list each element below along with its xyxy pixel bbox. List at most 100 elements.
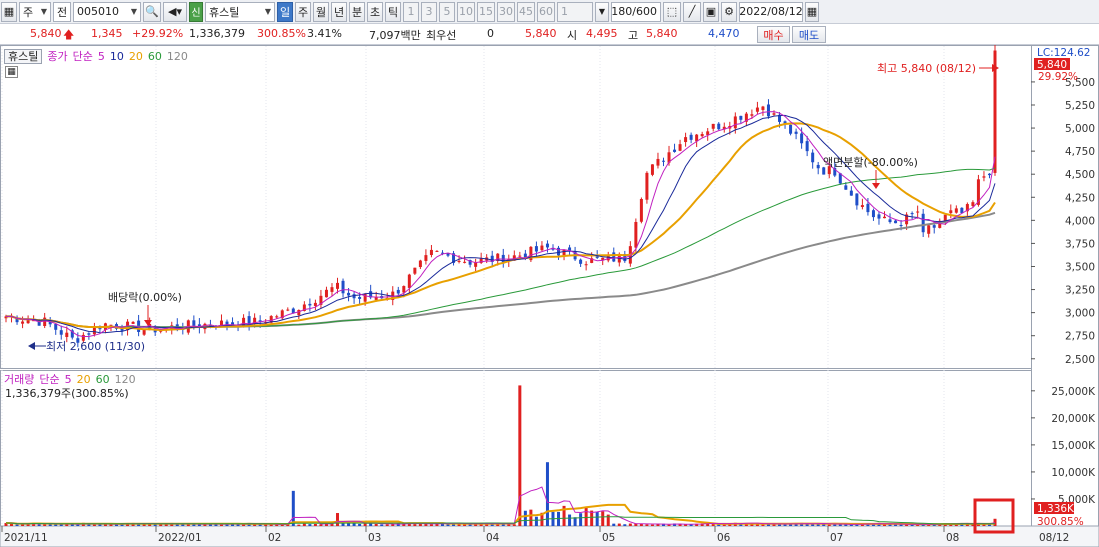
- open-price: 4,495: [586, 27, 618, 40]
- period-month[interactable]: 월: [313, 1, 329, 22]
- highlight-box: [973, 498, 1015, 534]
- candle-body: [905, 214, 909, 225]
- price-panel-title[interactable]: 휴스틸: [4, 48, 43, 64]
- price-legend: 휴스틸 종가 단순 5 10 20 60 120: [4, 48, 188, 64]
- volume-bar: [424, 524, 428, 526]
- time-tick-label: 08/12: [1039, 532, 1069, 544]
- candle-body: [76, 338, 80, 343]
- interval-10[interactable]: 10: [457, 1, 475, 22]
- period-year[interactable]: 년: [331, 1, 347, 22]
- volume-bar: [833, 524, 837, 526]
- candle-body: [877, 214, 881, 219]
- period-week[interactable]: 주: [295, 1, 311, 22]
- candle-body: [811, 152, 815, 163]
- volume-bar: [253, 524, 257, 526]
- period-day[interactable]: 일: [277, 1, 293, 22]
- candle-body: [247, 316, 251, 326]
- candle-body: [358, 296, 362, 299]
- volume-bar: [92, 524, 96, 526]
- candle-body: [429, 249, 433, 256]
- candle-body: [579, 259, 583, 264]
- interval-input[interactable]: 1: [557, 1, 593, 22]
- legend-close: 종가: [47, 50, 68, 63]
- sell-button[interactable]: 매도: [792, 26, 826, 43]
- table-icon[interactable]: ▦: [5, 66, 18, 78]
- candle-body: [783, 121, 787, 124]
- interval-15[interactable]: 15: [477, 1, 495, 22]
- interval-30[interactable]: 30: [497, 1, 515, 22]
- gear-icon[interactable]: ⚙: [721, 1, 737, 22]
- volume-tick-label: 15,000K: [1051, 440, 1096, 452]
- interval-45[interactable]: 45: [517, 1, 535, 22]
- candle-body: [341, 280, 345, 294]
- volume-bar: [429, 524, 433, 526]
- volume-current: 1,336,379주(300.85%): [5, 387, 129, 400]
- candle-body: [822, 167, 826, 175]
- save-icon[interactable]: ▣: [703, 1, 719, 22]
- volume-bar: [805, 523, 809, 526]
- volume-bar: [766, 524, 770, 526]
- interval-5[interactable]: 5: [439, 1, 455, 22]
- candle-body: [219, 320, 223, 326]
- count-field[interactable]: 180/600: [611, 1, 661, 22]
- volume-bar: [910, 524, 914, 526]
- high-label: 고: [628, 29, 639, 42]
- time-tick-label: 2021/11: [4, 532, 48, 544]
- volume-bar: [882, 524, 886, 526]
- candle-body: [518, 255, 522, 257]
- code-value: 005010: [77, 5, 119, 18]
- volume-bar: [275, 524, 279, 526]
- interval-3[interactable]: 3: [421, 1, 437, 22]
- volume-bar: [59, 524, 63, 526]
- volume-bar: [700, 523, 704, 526]
- candle-body: [269, 316, 273, 323]
- period-second[interactable]: 초: [367, 1, 383, 22]
- chart-tools-icon[interactable]: ⬚: [663, 1, 681, 22]
- toolbar: ▦ 주 ▼ 전 005010 ▼ 🔍 ◀▾ 신 휴스틸 ▼ 일 주 월 년 분 초 틱…: [0, 0, 1099, 24]
- volume-bar: [678, 524, 682, 526]
- draw-tool-icon[interactable]: ╱: [683, 1, 701, 22]
- candle-body: [794, 131, 798, 134]
- volume-bar: [523, 510, 527, 526]
- interval-1[interactable]: 1: [403, 1, 419, 22]
- volume-bar: [330, 523, 334, 526]
- volume-bar: [634, 523, 638, 526]
- date-field[interactable]: 2022/08/12: [739, 1, 803, 22]
- speaker-icon[interactable]: ◀▾: [163, 1, 187, 22]
- best-label: 최우선: [426, 29, 457, 42]
- volume-bar: [452, 523, 456, 526]
- volume-bar: [26, 523, 30, 526]
- period-tick[interactable]: 틱: [385, 1, 401, 22]
- candle-body: [479, 258, 483, 263]
- volume-bar: [639, 523, 643, 526]
- volume-bar: [197, 524, 201, 526]
- grid-icon[interactable]: ▦: [1, 1, 17, 22]
- candle-body: [656, 158, 660, 166]
- buy-button[interactable]: 매수: [757, 26, 790, 43]
- volume-bar: [667, 524, 671, 526]
- chart-area[interactable]: 5,500 5,250 5,000 4,750 4,500 4,250 4,000 3,750…: [0, 44, 1099, 547]
- candle-body: [744, 113, 748, 122]
- chart-canvas[interactable]: 5,500 5,250 5,000 4,750 4,500 4,250 4,000 3,750…: [0, 44, 1099, 547]
- stock-name-field[interactable]: 휴스틸 ▼: [205, 1, 275, 22]
- interval-60[interactable]: 60: [537, 1, 555, 22]
- calendar-icon[interactable]: ▦: [805, 1, 819, 22]
- code-input[interactable]: 005010 ▼: [73, 1, 141, 22]
- candle-body: [987, 173, 991, 176]
- time-tick-label: 03: [368, 532, 381, 544]
- high-price: 5,840: [646, 27, 678, 40]
- candle-body: [778, 114, 782, 122]
- candle-body: [590, 258, 594, 263]
- candle-body: [21, 321, 25, 324]
- candle-body: [463, 261, 467, 263]
- time-axis: [0, 525, 1099, 547]
- legend-simple: 단순: [72, 50, 93, 63]
- exchange-select[interactable]: 전: [53, 1, 71, 22]
- search-icon[interactable]: 🔍: [143, 1, 161, 22]
- interval-dropdown-icon[interactable]: ▼: [595, 1, 609, 22]
- period-minute[interactable]: 분: [349, 1, 365, 22]
- market-select[interactable]: 주 ▼: [19, 1, 51, 22]
- volume-tick-label: 20,000K: [1051, 413, 1096, 425]
- volume-bar: [761, 524, 765, 526]
- candle-body: [308, 303, 312, 306]
